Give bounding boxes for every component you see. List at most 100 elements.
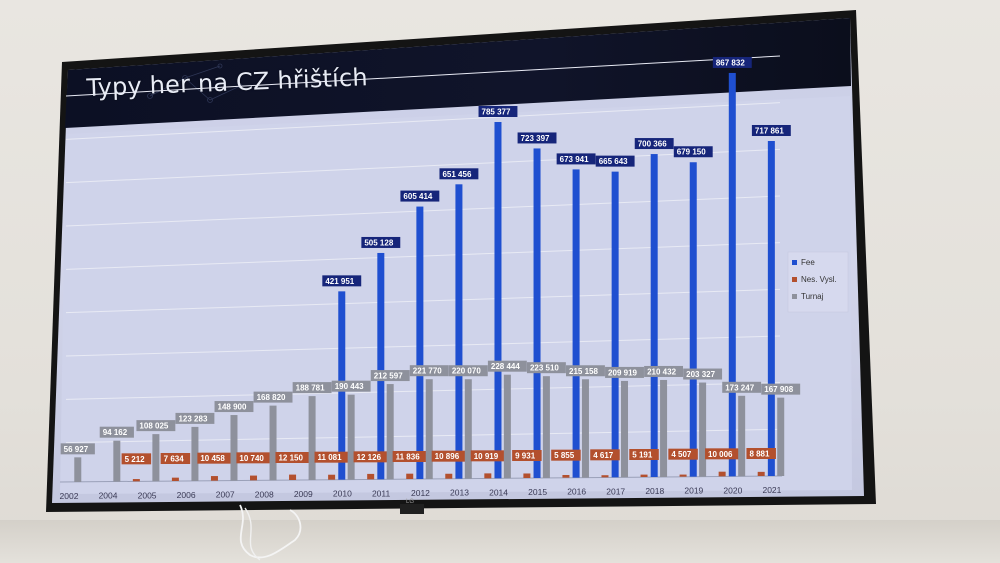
bar-turnaj [230, 415, 238, 481]
data-label-box [431, 450, 466, 462]
data-label: 209 919 [608, 368, 637, 377]
x-tick-label: 2012 [411, 488, 430, 498]
data-label-box [409, 365, 449, 377]
data-label: 220 070 [452, 367, 481, 376]
data-label-box [214, 401, 254, 413]
bar-fee [533, 148, 541, 478]
data-label-box [448, 365, 488, 377]
data-label-box [566, 365, 605, 377]
legend-swatch [792, 294, 797, 299]
x-tick-label: 2008 [255, 489, 274, 499]
bar-turnaj [191, 426, 199, 481]
data-label: 10 919 [474, 452, 499, 461]
bar-fee [611, 171, 619, 478]
data-label-box [590, 449, 620, 461]
bar-fee [377, 252, 385, 480]
data-label-box [526, 362, 566, 374]
data-label-box [60, 443, 95, 455]
data-label: 5 855 [554, 451, 575, 460]
bar-nes-vysl- [562, 474, 570, 478]
data-label: 505 128 [364, 238, 393, 247]
bar-nes-vysl- [171, 477, 179, 481]
data-label-box [99, 426, 134, 438]
data-label: 190 443 [335, 382, 364, 391]
data-label-box [331, 380, 371, 392]
data-label-box [353, 451, 388, 463]
data-label: 215 158 [569, 367, 598, 376]
data-label-box [392, 451, 427, 462]
data-label-box [512, 450, 542, 461]
data-label-box [751, 124, 791, 136]
data-label-box [253, 391, 293, 403]
data-label-box [712, 56, 752, 68]
data-label: 188 781 [296, 384, 325, 393]
data-label: 679 150 [677, 148, 706, 157]
bar-turnaj [542, 376, 550, 478]
data-label-box [668, 448, 698, 460]
data-label-box [551, 449, 581, 461]
data-label-box [605, 366, 644, 378]
data-label: 94 162 [103, 428, 128, 437]
bar-turnaj [269, 405, 277, 481]
bar-nes-vysl- [445, 473, 453, 479]
legend-label: Turnaj [801, 292, 824, 301]
data-label-box [478, 106, 518, 118]
x-tick-label: 2015 [528, 487, 547, 497]
data-label-box [683, 368, 723, 380]
bar-nes-vysl- [210, 476, 218, 481]
data-label: 108 025 [139, 422, 168, 431]
x-tick-label: 2005 [138, 490, 157, 500]
data-label-box [517, 132, 557, 144]
bar-fee [767, 140, 775, 476]
data-label-box [595, 155, 635, 167]
x-tick-label: 2018 [645, 486, 664, 496]
x-tick-label: 2011 [372, 488, 391, 498]
bar-nes-vysl- [757, 471, 765, 476]
data-label-box [314, 451, 349, 463]
x-tick-label: 2006 [177, 490, 196, 500]
slide-header [65, 18, 851, 128]
data-label-box [470, 450, 505, 462]
data-label: 4 617 [593, 451, 614, 460]
data-label: 700 366 [638, 140, 667, 149]
data-label: 867 832 [716, 58, 745, 67]
data-label: 421 951 [325, 277, 354, 286]
gridline [65, 55, 781, 97]
data-label-box [746, 448, 776, 459]
bar-nes-vysl- [328, 474, 336, 480]
data-label-box [121, 453, 152, 465]
x-tick-label: 2020 [723, 485, 742, 495]
bar-turnaj [152, 434, 160, 482]
data-label: 605 414 [403, 192, 432, 201]
data-label-box [136, 420, 176, 432]
bar-fee [455, 184, 463, 479]
x-tick-label: 2014 [489, 487, 508, 497]
x-tick-label: 2021 [762, 485, 781, 495]
data-label: 228 444 [491, 362, 520, 371]
bar-fee [728, 72, 736, 477]
data-label: 785 377 [482, 108, 511, 117]
data-label: 148 900 [218, 403, 247, 412]
bar-nes-vysl- [718, 471, 726, 477]
power-cable [239, 504, 302, 561]
bar-turnaj [386, 384, 394, 480]
data-label-box [160, 453, 191, 464]
data-label: 5 212 [125, 455, 146, 464]
data-label: 221 770 [413, 367, 442, 376]
data-label: 173 247 [725, 383, 754, 392]
data-label: 665 643 [599, 157, 628, 166]
bar-turnaj [425, 379, 433, 479]
gridline [65, 148, 781, 184]
x-tick-label: 2004 [99, 491, 118, 501]
bar-turnaj [777, 397, 785, 476]
wall [0, 520, 1000, 563]
x-tick-label: 2017 [606, 486, 625, 496]
data-label-box [673, 146, 713, 158]
x-tick-label: 2019 [684, 486, 703, 496]
data-label-box [322, 275, 362, 287]
bar-nes-vysl- [367, 473, 375, 480]
data-label: 7 634 [164, 455, 185, 464]
data-label-box [634, 138, 674, 150]
tv-brand-logo: LG [406, 499, 414, 505]
